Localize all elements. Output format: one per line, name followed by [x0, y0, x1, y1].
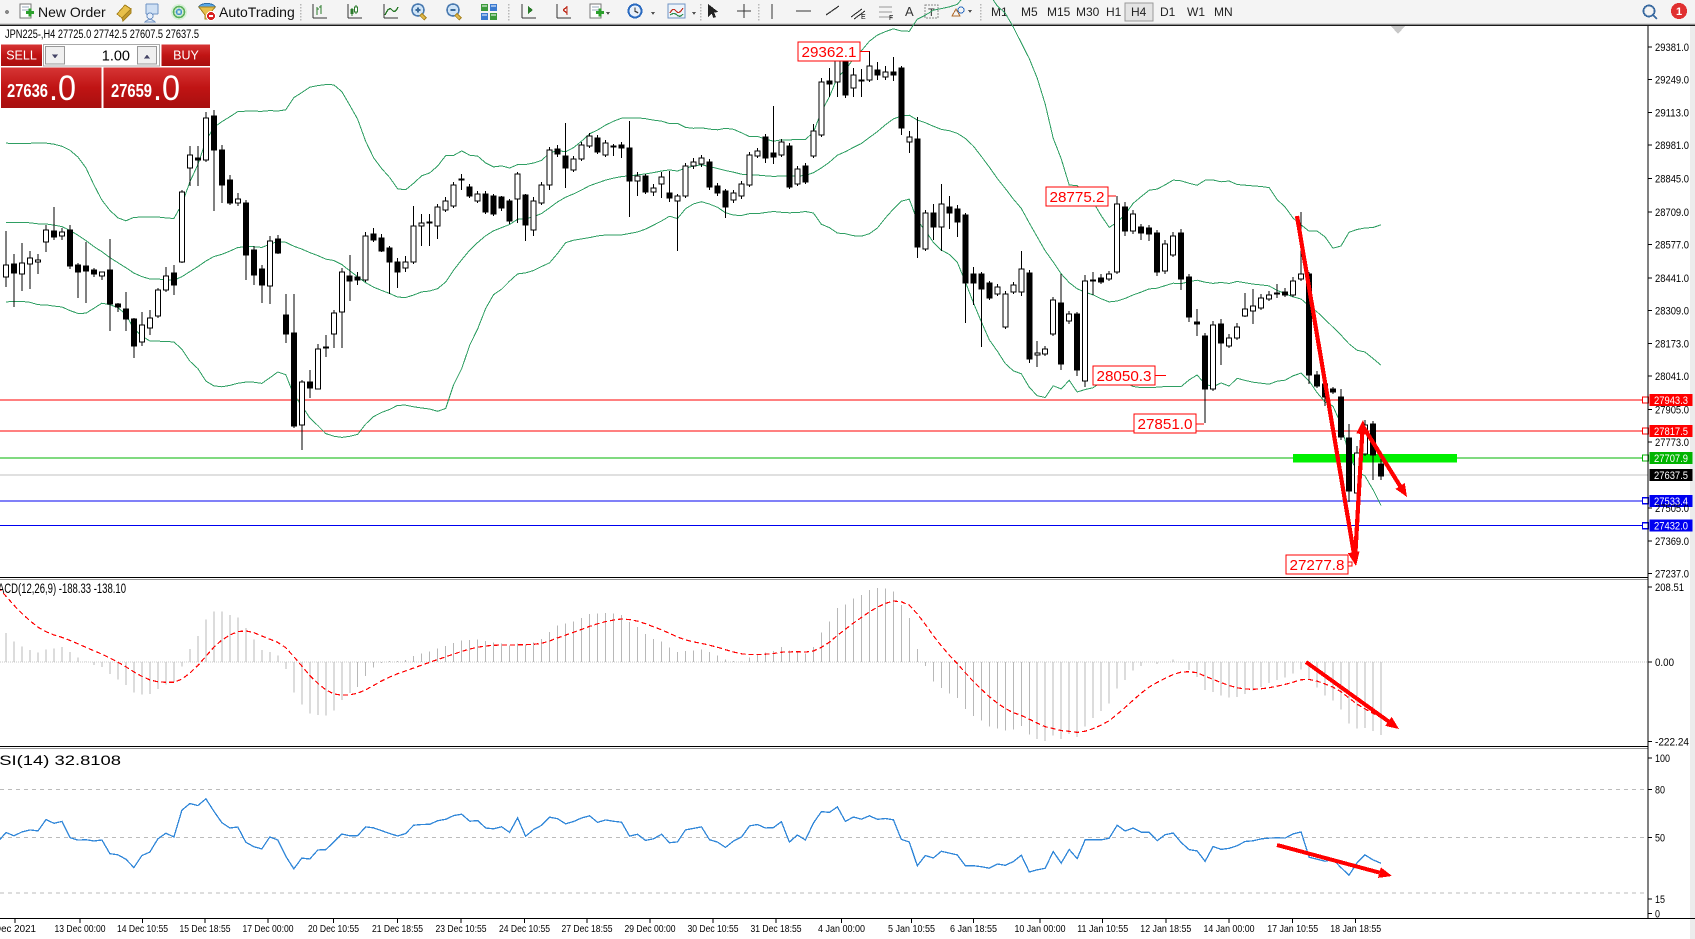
svg-text:27432.0: 27432.0: [1654, 521, 1688, 533]
svg-text:27851.0: 27851.0: [1138, 416, 1193, 433]
svg-text:15: 15: [1655, 894, 1665, 906]
svg-text:17 Jan 10:55: 17 Jan 10:55: [1267, 923, 1318, 935]
svg-text:T: T: [928, 7, 935, 19]
svg-text:1.00: 1.00: [102, 49, 130, 65]
svg-text:27277.8: 27277.8: [1290, 557, 1345, 574]
svg-text:28050.3: 28050.3: [1097, 368, 1152, 385]
svg-text:24 Dec 10:55: 24 Dec 10:55: [499, 923, 550, 935]
svg-text:27533.4: 27533.4: [1654, 496, 1688, 508]
svg-text:30 Dec 10:55: 30 Dec 10:55: [688, 923, 739, 935]
svg-text:4 Jan 00:00: 4 Jan 00:00: [818, 923, 865, 935]
svg-text:SELL: SELL: [6, 49, 37, 63]
svg-text:27637.5: 27637.5: [1654, 470, 1688, 482]
svg-text:D1: D1: [1160, 5, 1176, 19]
svg-text:27636: 27636: [7, 81, 48, 101]
svg-text:RSI(14) 32.8108: RSI(14) 32.8108: [0, 752, 121, 768]
svg-text:14 Jan 00:00: 14 Jan 00:00: [1204, 923, 1255, 935]
svg-text:27369.0: 27369.0: [1655, 536, 1689, 548]
svg-text:28577.0: 28577.0: [1655, 239, 1689, 251]
svg-text:29381.0: 29381.0: [1655, 42, 1689, 54]
svg-text:W1: W1: [1187, 5, 1205, 19]
svg-text:28041.0: 28041.0: [1655, 371, 1689, 383]
svg-text:23 Dec 10:55: 23 Dec 10:55: [436, 923, 487, 935]
svg-text:28173.0: 28173.0: [1655, 339, 1689, 351]
svg-text:New Order: New Order: [38, 4, 106, 20]
svg-text:29113.0: 29113.0: [1655, 108, 1689, 120]
svg-text:11 Jan 10:55: 11 Jan 10:55: [1077, 923, 1128, 935]
svg-text:F: F: [889, 15, 893, 22]
svg-text:28981.0: 28981.0: [1655, 140, 1689, 152]
svg-text:28441.0: 28441.0: [1655, 273, 1689, 285]
svg-text:27905.0: 27905.0: [1655, 405, 1689, 417]
svg-text:31 Dec 18:55: 31 Dec 18:55: [751, 923, 802, 935]
svg-text:BUY: BUY: [173, 49, 199, 63]
svg-text:.0: .0: [153, 69, 180, 108]
svg-text:M15: M15: [1047, 5, 1071, 19]
svg-text:0: 0: [1655, 909, 1660, 921]
svg-text:A: A: [905, 4, 914, 19]
svg-text:14 Dec 10:55: 14 Dec 10:55: [117, 923, 168, 935]
svg-text:Dec 2021: Dec 2021: [0, 923, 36, 935]
svg-text:28845.0: 28845.0: [1655, 174, 1689, 186]
svg-text:80: 80: [1655, 785, 1665, 797]
svg-text:.0: .0: [49, 69, 76, 108]
svg-text:12 Jan 18:55: 12 Jan 18:55: [1140, 923, 1191, 935]
svg-text:27707.9: 27707.9: [1654, 453, 1688, 465]
svg-text:15 Dec 18:55: 15 Dec 18:55: [180, 923, 231, 935]
svg-text:20 Dec 10:55: 20 Dec 10:55: [308, 923, 359, 935]
svg-text:100: 100: [1655, 753, 1670, 765]
svg-text:28309.0: 28309.0: [1655, 305, 1689, 317]
svg-text:M30: M30: [1076, 5, 1100, 19]
svg-text:H1: H1: [1106, 5, 1122, 19]
svg-text:28775.2: 28775.2: [1050, 189, 1105, 206]
svg-text:29362.1: 29362.1: [802, 44, 857, 61]
svg-text:AutoTrading: AutoTrading: [219, 4, 295, 20]
svg-text:E: E: [861, 14, 866, 21]
svg-text:27659: 27659: [111, 81, 152, 101]
svg-text:27773.0: 27773.0: [1655, 437, 1689, 449]
svg-text:27943.3: 27943.3: [1654, 395, 1688, 407]
svg-text:27237.0: 27237.0: [1655, 569, 1689, 581]
svg-text:5 Jan 10:55: 5 Jan 10:55: [888, 923, 935, 935]
svg-text:10 Jan 00:00: 10 Jan 00:00: [1015, 923, 1066, 935]
svg-text:6 Jan 18:55: 6 Jan 18:55: [950, 923, 997, 935]
svg-text:28709.0: 28709.0: [1655, 207, 1689, 219]
svg-text:18 Jan 18:55: 18 Jan 18:55: [1330, 923, 1381, 935]
svg-text:50: 50: [1655, 832, 1665, 844]
svg-text:M5: M5: [1021, 5, 1038, 19]
svg-text:27817.5: 27817.5: [1654, 426, 1688, 438]
svg-text:-222.24: -222.24: [1655, 737, 1689, 749]
svg-text:17 Dec 00:00: 17 Dec 00:00: [243, 923, 294, 935]
svg-text:13 Dec 00:00: 13 Dec 00:00: [55, 923, 106, 935]
svg-text:H4: H4: [1131, 5, 1147, 19]
svg-text:JPN225-,H4 27725.0 27742.5 27: JPN225-,H4 27725.0 27742.5 27607.5 27637…: [5, 29, 199, 41]
svg-text:27 Dec 18:55: 27 Dec 18:55: [562, 923, 613, 935]
svg-text:29 Dec 00:00: 29 Dec 00:00: [625, 923, 676, 935]
svg-text:M1: M1: [991, 5, 1008, 19]
svg-text:1: 1: [1676, 6, 1682, 18]
svg-text:21 Dec 18:55: 21 Dec 18:55: [372, 923, 423, 935]
svg-text:208.51: 208.51: [1655, 582, 1684, 594]
svg-text:0.00: 0.00: [1655, 657, 1674, 669]
svg-text:29249.0: 29249.0: [1655, 74, 1689, 86]
svg-text:MACD(12,26,9) -188.33 -138.10: MACD(12,26,9) -188.33 -138.10: [0, 580, 126, 596]
svg-text:MN: MN: [1214, 5, 1233, 19]
svg-text:27505.0: 27505.0: [1655, 503, 1689, 515]
